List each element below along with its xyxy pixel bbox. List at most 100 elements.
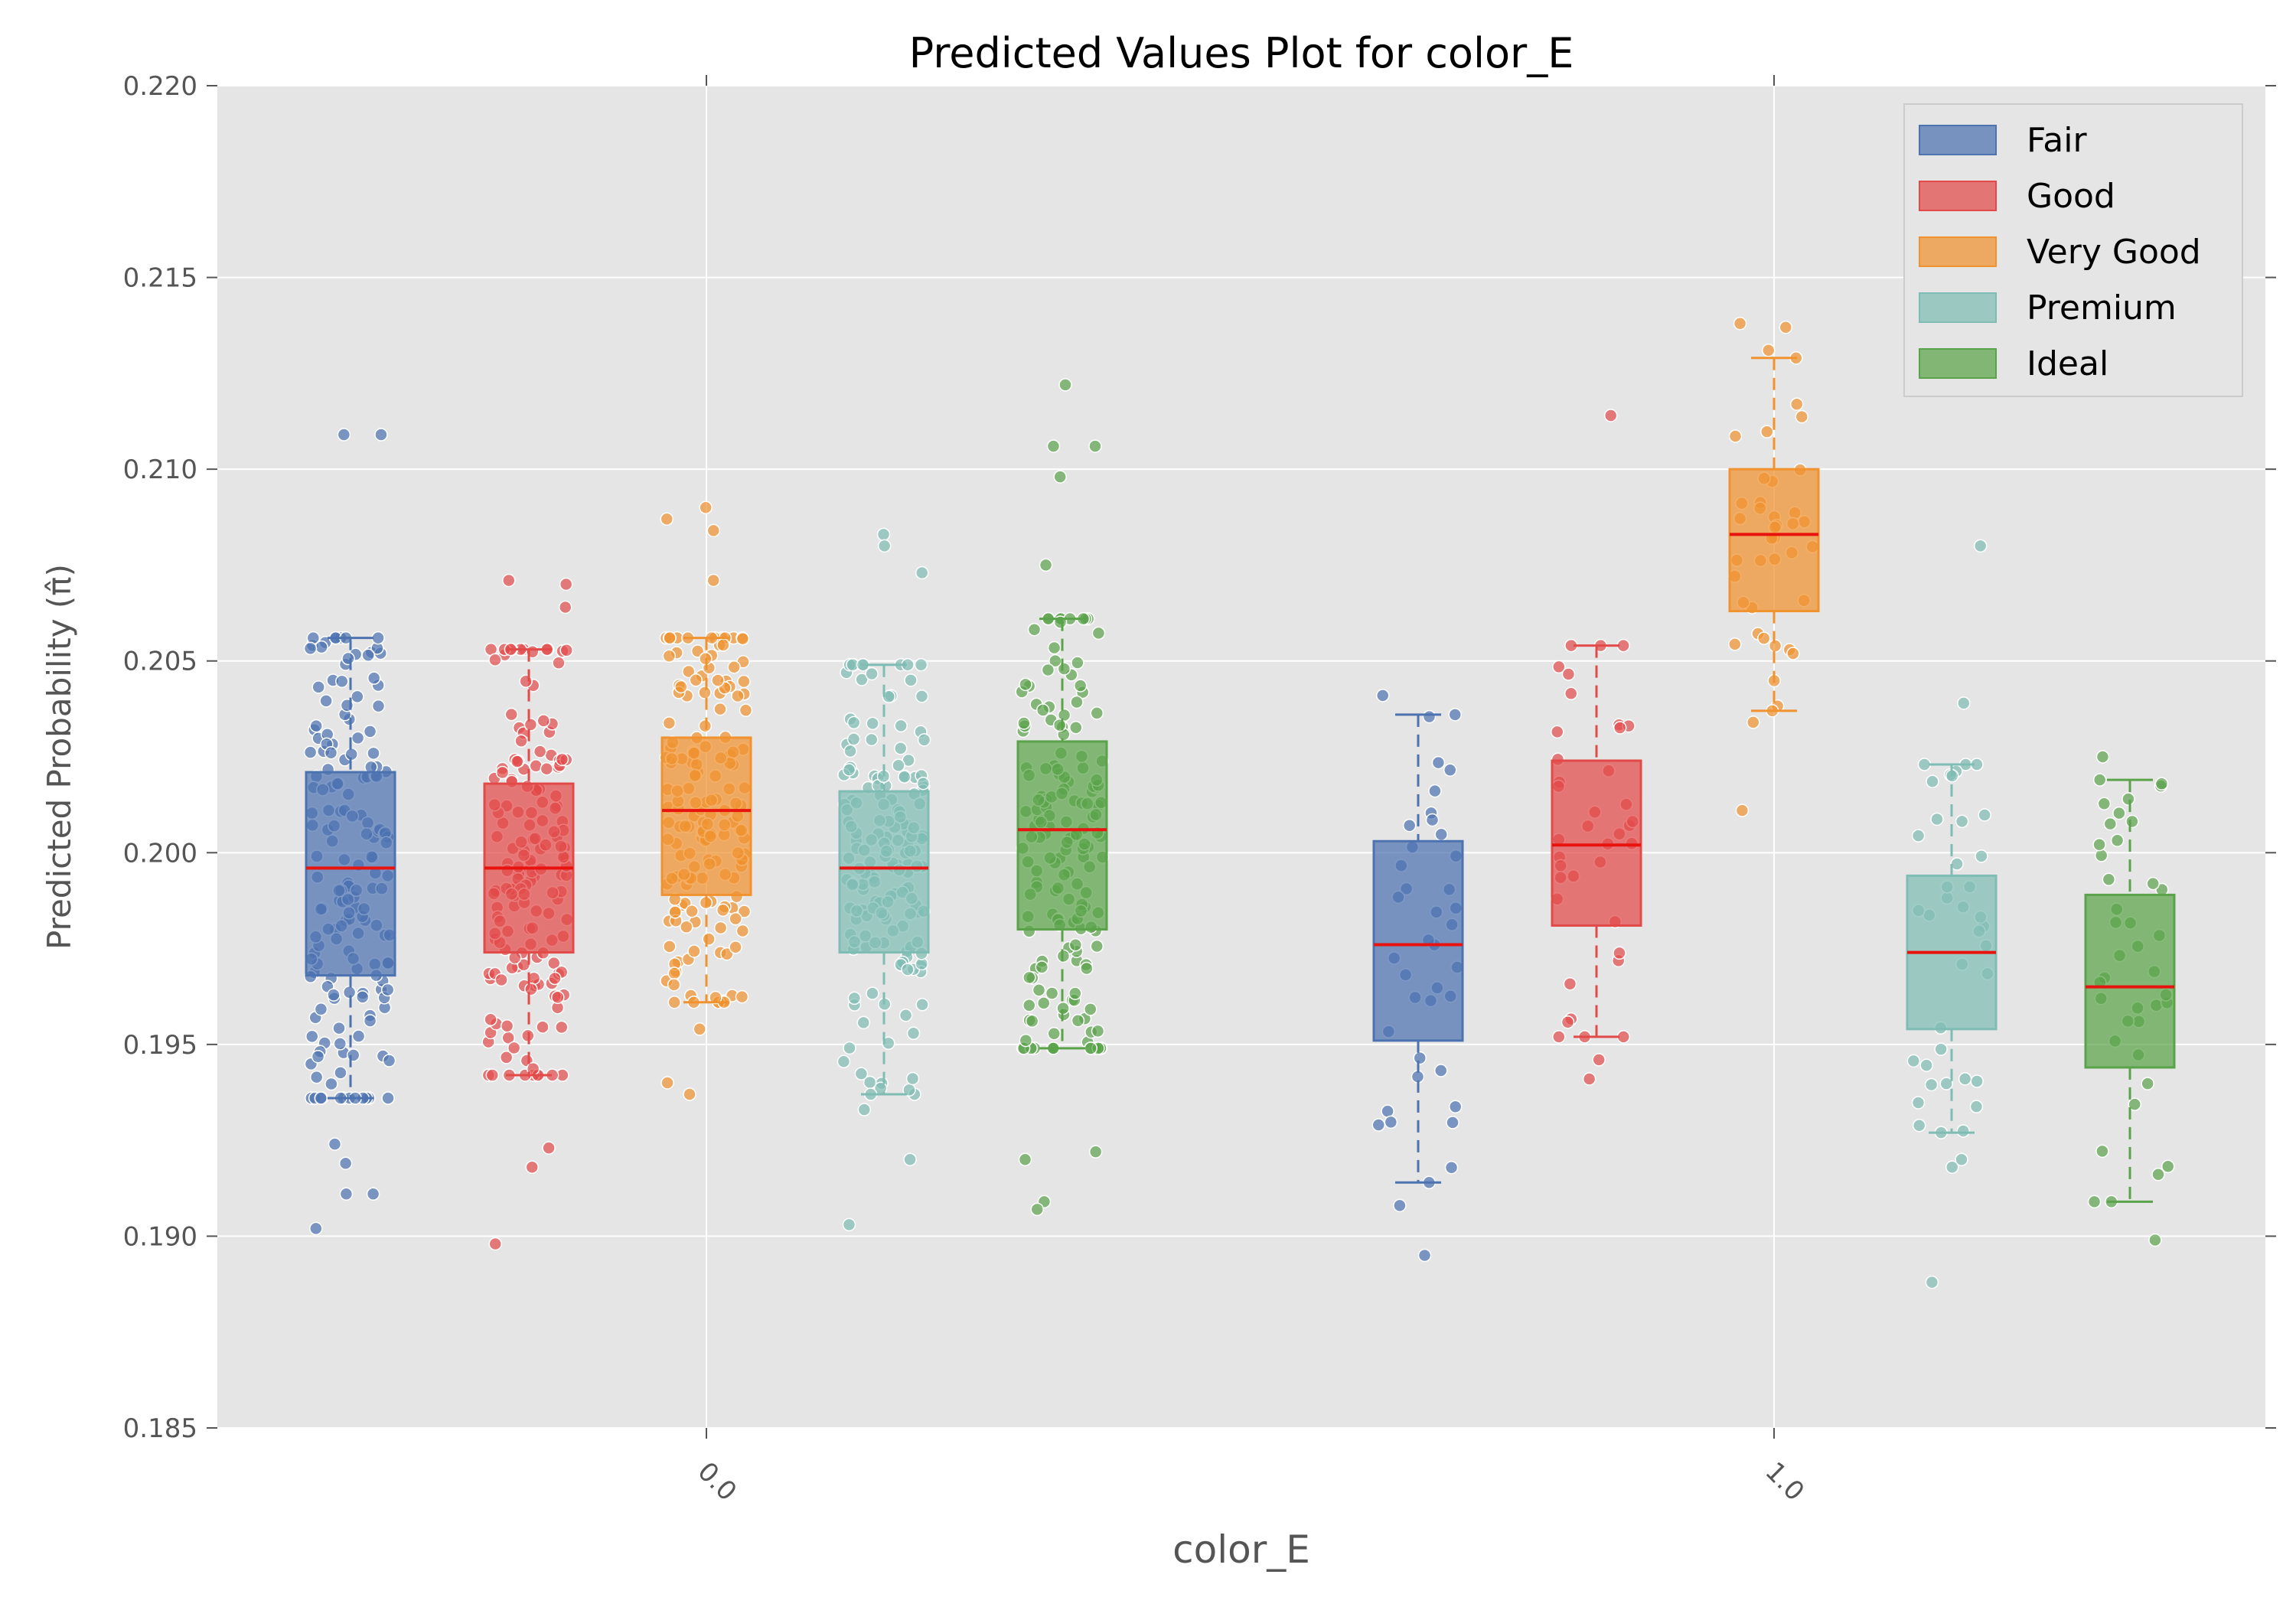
box — [305, 771, 396, 977]
data-point — [351, 1029, 366, 1043]
legend-swatch — [1919, 125, 1997, 155]
data-point — [305, 1029, 319, 1044]
data-point — [1371, 1118, 1386, 1132]
data-point — [917, 733, 931, 747]
data-point — [507, 1041, 521, 1055]
data-point — [1448, 708, 1462, 722]
data-point — [1017, 716, 1031, 730]
data-point — [847, 991, 862, 1006]
legend-label: Very Good — [2027, 233, 2201, 272]
box — [2084, 893, 2176, 1069]
data-point — [2154, 777, 2169, 791]
data-point — [2095, 1144, 2109, 1159]
data-point — [1375, 689, 1390, 702]
y-axis-label: Predicted Probability (π̂) — [41, 564, 78, 950]
data-point — [1434, 1064, 1448, 1077]
data-point — [855, 673, 869, 686]
data-point — [494, 973, 508, 987]
data-point — [1022, 999, 1036, 1012]
data-point — [1073, 679, 1088, 693]
data-point — [713, 702, 727, 716]
data-point — [1071, 656, 1084, 670]
data-point — [915, 689, 929, 703]
data-point — [552, 656, 566, 670]
data-point — [1068, 986, 1082, 1000]
data-point — [1945, 1160, 1959, 1174]
data-point — [502, 573, 516, 588]
data-point — [1957, 696, 1971, 710]
legend-label: Fair — [2027, 121, 2087, 160]
data-point — [1564, 686, 1578, 701]
data-point — [731, 689, 745, 703]
data-point — [2092, 837, 2106, 852]
data-point — [1762, 344, 1776, 357]
data-point — [1975, 849, 1988, 863]
data-point — [1790, 397, 1804, 411]
data-point — [363, 1014, 377, 1028]
data-point — [667, 978, 681, 992]
data-point — [2148, 1233, 2162, 1247]
data-point — [892, 758, 905, 772]
data-point — [843, 1041, 856, 1055]
data-point — [903, 1152, 917, 1166]
data-point — [1924, 1077, 1939, 1092]
data-point — [1757, 631, 1771, 645]
data-point — [524, 982, 538, 996]
data-point — [1561, 1015, 1575, 1029]
data-point — [699, 500, 713, 515]
data-point — [1402, 818, 1417, 833]
data-point — [1022, 970, 1036, 985]
data-point — [1434, 827, 1448, 842]
data-point — [1057, 662, 1071, 676]
data-point — [1091, 626, 1106, 641]
data-point — [558, 600, 572, 614]
data-point — [1973, 539, 1988, 553]
data-point — [1911, 1096, 1926, 1110]
data-point — [1613, 721, 1627, 735]
data-point — [519, 674, 533, 689]
y-tick-label: 0.220 — [123, 71, 197, 102]
data-point — [1025, 1014, 1039, 1028]
data-point — [667, 995, 681, 1009]
data-point — [1939, 1077, 1953, 1090]
data-point — [542, 1141, 556, 1155]
data-point — [1039, 558, 1053, 572]
data-point — [916, 776, 931, 790]
data-point — [381, 1091, 395, 1105]
x-tick-label: 1.0 — [1760, 1456, 1811, 1508]
data-point — [499, 1051, 514, 1064]
data-point — [1036, 996, 1051, 1010]
data-point — [1911, 829, 1926, 843]
data-point — [1444, 1160, 1459, 1175]
data-point — [1760, 425, 1774, 438]
data-point — [842, 1217, 856, 1232]
data-point — [2092, 773, 2107, 787]
data-point — [1417, 1248, 1432, 1263]
data-point — [709, 990, 722, 1005]
data-point — [682, 664, 696, 679]
data-point — [1035, 703, 1050, 717]
data-point — [1563, 976, 1577, 991]
data-point — [559, 644, 573, 657]
x-axis-label: color_E — [1172, 1527, 1310, 1572]
data-point — [2141, 1077, 2154, 1090]
data-point — [1393, 1198, 1407, 1213]
data-point — [355, 990, 370, 1004]
data-point — [1925, 1275, 1939, 1289]
data-point — [1582, 1072, 1596, 1086]
data-point — [685, 905, 699, 918]
data-point — [1068, 938, 1083, 952]
data-point — [1046, 439, 1061, 453]
data-point — [328, 1137, 342, 1151]
boxes — [305, 357, 2176, 1203]
data-point — [2095, 750, 2110, 764]
data-point — [1384, 1115, 1398, 1129]
data-point — [333, 1037, 347, 1051]
data-point — [680, 920, 693, 934]
data-point — [906, 1026, 921, 1041]
data-point — [1071, 1013, 1085, 1028]
data-point — [2112, 806, 2126, 820]
data-point — [337, 428, 351, 442]
data-point — [1978, 808, 1991, 822]
data-point — [1552, 660, 1566, 674]
